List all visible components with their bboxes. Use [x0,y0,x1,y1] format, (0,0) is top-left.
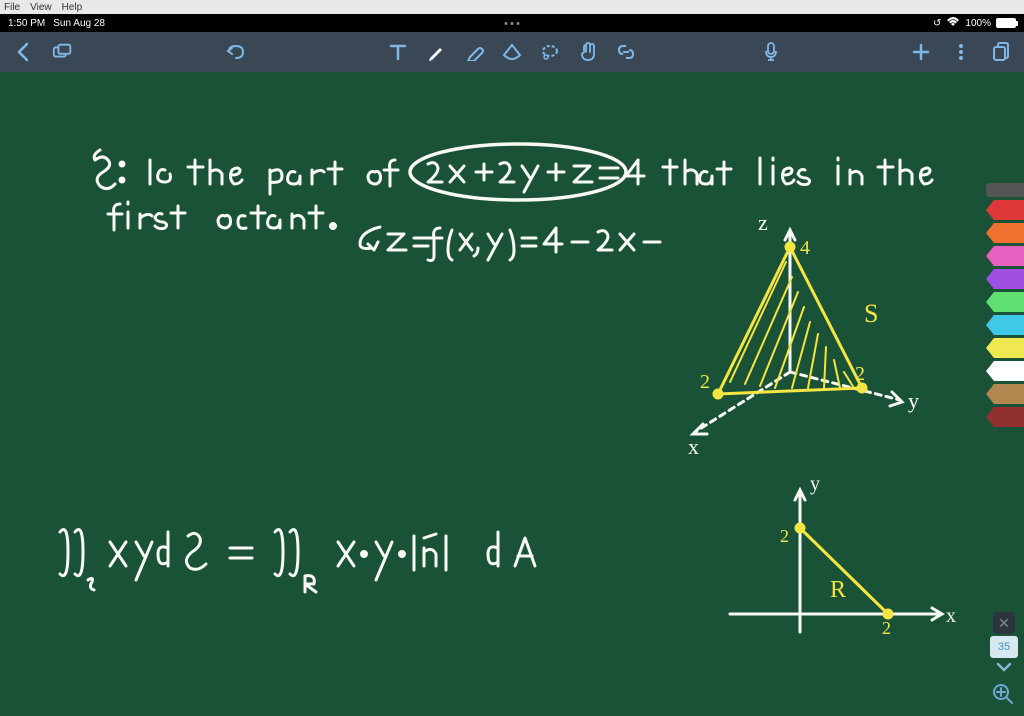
multitask-dots[interactable] [505,22,520,25]
menu-file[interactable]: File [4,2,20,13]
svg-text:z: z [758,210,768,235]
svg-text:2: 2 [882,618,891,638]
copy-icon[interactable] [990,41,1012,63]
wifi-icon [946,17,960,30]
palette-close-icon[interactable]: ✕ [993,612,1015,634]
palette-grip[interactable] [986,183,1024,197]
add-icon[interactable] [910,41,932,63]
svg-text:2: 2 [700,371,710,393]
app-toolbar [0,32,1024,72]
pen-purple[interactable] [986,269,1024,289]
hand-tool-icon[interactable] [577,41,599,63]
menu-view[interactable]: View [30,2,52,13]
pen-darkred[interactable] [986,407,1024,427]
sync-icon: ↺ [933,18,941,29]
svg-text:2: 2 [780,526,789,546]
pen-green[interactable] [986,292,1024,312]
svg-text:S: S [864,299,878,328]
svg-text:4: 4 [800,237,810,259]
pen-pink[interactable] [986,246,1024,266]
pen-yellow[interactable] [986,338,1024,358]
pen-orange[interactable] [986,223,1024,243]
svg-text:x: x [688,434,699,459]
shape-tool-icon[interactable] [501,41,523,63]
app-menu-bar: File View Help [0,0,1024,14]
pen-palette [984,200,1024,427]
more-icon[interactable] [950,41,972,63]
scroll-down-icon[interactable] [996,660,1012,679]
pen-tool-icon[interactable] [425,41,447,63]
pages-icon[interactable] [52,41,74,63]
eraser-tool-icon[interactable] [463,41,485,63]
svg-text:x: x [946,605,956,627]
lasso-tool-icon[interactable] [539,41,561,63]
status-time: 1:50 PM [8,18,45,29]
pen-red[interactable] [986,200,1024,220]
status-date: Sun Aug 28 [53,18,105,29]
pen-white[interactable] [986,361,1024,381]
pen-tan[interactable] [986,384,1024,404]
page-number-badge[interactable]: 35 [990,636,1018,658]
mic-icon[interactable] [760,41,782,63]
battery-icon [996,18,1016,28]
ipad-status-bar: 1:50 PM Sun Aug 28 ↺ 100% [0,14,1024,32]
battery-pct: 100% [965,18,991,29]
handwriting-canvas[interactable]: z x y 4 2 2 S y x 2 2 R [0,72,990,716]
svg-text:2: 2 [855,363,865,385]
undo-button[interactable] [225,41,247,63]
text-tool-icon[interactable] [387,41,409,63]
menu-help[interactable]: Help [62,2,83,13]
svg-text:R: R [830,577,846,603]
zoom-in-icon[interactable] [992,683,1014,710]
svg-text:y: y [810,473,820,495]
pen-cyan[interactable] [986,315,1024,335]
back-button[interactable] [12,41,34,63]
link-tool-icon[interactable] [615,41,637,63]
svg-text:y: y [908,388,919,413]
